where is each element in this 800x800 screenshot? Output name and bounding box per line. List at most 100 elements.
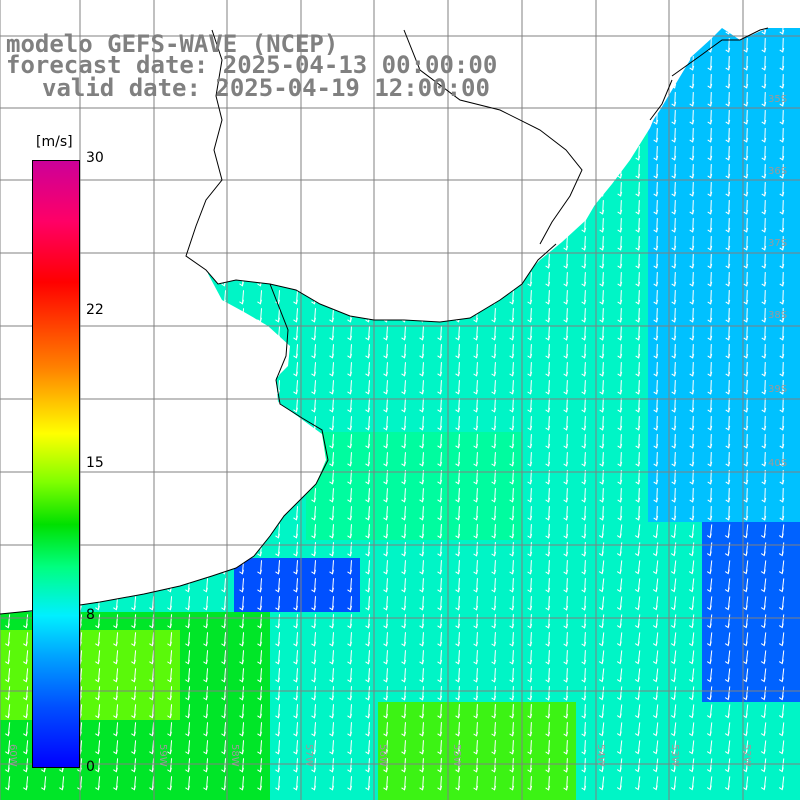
wind-arrow <box>437 236 443 251</box>
wind-arrow <box>455 128 461 143</box>
wind-arrow <box>527 164 533 179</box>
wind-arrow <box>527 398 533 413</box>
wind-arrow <box>689 56 695 71</box>
wind-arrow <box>473 452 479 467</box>
wind-arrow <box>293 740 299 755</box>
wind-arrow <box>5 776 11 791</box>
wind-arrow <box>131 362 137 377</box>
wind-arrow <box>581 758 587 773</box>
wind-arrow <box>167 164 173 179</box>
wind-arrow <box>275 776 281 791</box>
wind-arrow <box>706 776 713 791</box>
wind-arrow <box>437 290 443 305</box>
wind-arrow <box>383 20 389 35</box>
wind-arrow <box>5 578 11 593</box>
wind-arrow <box>257 56 263 71</box>
wind-arrow <box>383 164 389 179</box>
wind-arrow <box>239 290 245 305</box>
wind-arrow <box>599 362 605 377</box>
wind-speed-cell <box>72 792 90 800</box>
wind-arrow <box>761 380 767 395</box>
wind-arrow <box>167 758 173 773</box>
wind-arrow <box>95 344 101 359</box>
wind-arrow <box>293 308 299 323</box>
wind-arrow <box>239 506 245 521</box>
wind-arrow <box>95 20 101 35</box>
wind-arrow <box>221 74 227 89</box>
wind-arrow <box>365 668 371 683</box>
wind-arrow <box>239 254 245 269</box>
wind-arrow <box>401 560 407 575</box>
wind-arrow <box>778 704 785 719</box>
wind-arrow <box>598 578 605 593</box>
wind-arrow <box>401 434 407 449</box>
wind-arrow <box>95 236 101 251</box>
wind-arrow <box>688 776 695 791</box>
wind-arrow <box>509 56 515 71</box>
wind-arrow <box>419 290 425 305</box>
wind-arrow <box>743 218 749 233</box>
wind-arrow <box>455 182 461 197</box>
wind-arrow <box>491 146 497 161</box>
wind-arrow <box>616 596 623 611</box>
wind-arrow <box>95 578 101 593</box>
wind-arrow <box>653 164 659 179</box>
wind-arrow <box>23 326 29 341</box>
wind-arrow <box>419 92 425 107</box>
wind-arrow <box>509 596 515 611</box>
wind-speed-cell <box>648 792 666 800</box>
wind-arrow <box>311 236 317 251</box>
wind-arrow <box>401 92 407 107</box>
wind-arrow <box>275 668 281 683</box>
wind-arrow <box>598 614 605 629</box>
wind-arrow <box>509 776 515 791</box>
wind-arrow <box>599 254 605 269</box>
wind-arrow <box>311 2 317 17</box>
wind-arrow <box>221 56 227 71</box>
wind-arrow <box>401 704 407 719</box>
wind-arrow <box>545 200 551 215</box>
wind-arrow <box>509 740 515 755</box>
wind-arrow <box>203 614 209 629</box>
wind-arrow <box>778 668 785 683</box>
wind-arrow <box>779 344 785 359</box>
wind-arrow <box>257 488 263 503</box>
wind-arrow <box>383 632 389 647</box>
wind-arrow <box>724 614 731 629</box>
wind-arrow <box>131 200 137 215</box>
wind-arrow <box>149 434 155 449</box>
wind-arrow <box>545 776 551 791</box>
wind-arrow <box>616 686 623 701</box>
wind-arrow <box>293 272 299 287</box>
wind-arrow <box>293 344 299 359</box>
wind-arrow <box>239 434 245 449</box>
wind-arrow <box>473 218 479 233</box>
wind-arrow <box>257 542 263 557</box>
wind-arrow <box>401 596 407 611</box>
wind-arrow <box>617 254 623 269</box>
wind-arrow <box>688 614 695 629</box>
wind-arrow <box>743 128 749 143</box>
wind-arrow <box>635 416 641 431</box>
wind-arrow <box>23 668 29 683</box>
wind-arrow <box>167 668 173 683</box>
wind-arrow <box>185 488 191 503</box>
wind-arrow <box>509 704 515 719</box>
wind-speed-cell <box>558 792 576 800</box>
wind-arrow <box>419 344 425 359</box>
wind-arrow <box>419 218 425 233</box>
wind-arrow <box>491 704 497 719</box>
wind-arrow <box>347 20 353 35</box>
wind-arrow <box>293 326 299 341</box>
wind-speed-cell <box>198 792 216 800</box>
wind-arrow <box>581 20 587 35</box>
wind-arrow <box>491 542 497 557</box>
wind-arrow <box>185 182 191 197</box>
wind-arrow <box>239 164 245 179</box>
wind-arrow <box>671 182 677 197</box>
wind-arrow <box>455 416 461 431</box>
wind-arrow <box>725 416 731 431</box>
wind-arrow <box>437 218 443 233</box>
wind-arrow <box>761 326 767 341</box>
wind-arrow <box>275 632 281 647</box>
